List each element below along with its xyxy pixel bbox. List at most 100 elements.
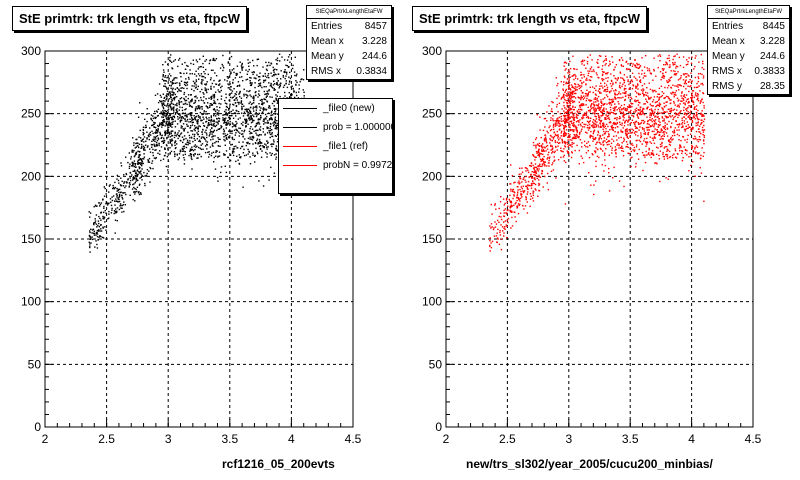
scatter-point — [213, 122, 215, 125]
scatter-point — [546, 182, 548, 184]
scatter-point — [610, 121, 612, 124]
scatter-point — [99, 217, 101, 220]
scatter-point — [200, 148, 202, 150]
scatter-point — [653, 126, 655, 128]
scatter-point — [620, 131, 622, 133]
scatter-point — [621, 77, 624, 79]
scatter-point — [152, 117, 155, 120]
scatter-point — [602, 124, 604, 127]
scatter-point — [670, 76, 673, 78]
scatter-point — [637, 123, 640, 125]
scatter-point — [276, 120, 278, 122]
scatter-point — [146, 172, 148, 175]
scatter-point — [688, 75, 690, 77]
scatter-point — [563, 96, 565, 98]
scatter-point — [174, 144, 176, 146]
scatter-point — [186, 120, 188, 122]
scatter-point — [213, 59, 215, 61]
scatter-point — [589, 136, 591, 139]
scatter-point — [213, 119, 215, 121]
scatter-point — [241, 107, 243, 109]
y-tick-label: 50 — [28, 357, 42, 371]
scatter-point — [256, 134, 258, 136]
scatter-point — [174, 140, 177, 143]
scatter-point — [259, 83, 261, 85]
scatter-point — [572, 55, 574, 57]
scatter-point — [140, 173, 142, 175]
scatter-point — [169, 152, 171, 154]
scatter-point — [662, 138, 664, 140]
scatter-point — [235, 97, 237, 100]
scatter-point — [254, 155, 256, 157]
scatter-point — [589, 134, 591, 137]
scatter-point — [243, 105, 245, 107]
scatter-point — [598, 106, 600, 108]
scatter-point — [201, 106, 203, 108]
scatter-point — [532, 167, 535, 169]
scatter-point — [528, 176, 531, 178]
scatter-point — [266, 140, 268, 142]
scatter-point — [173, 97, 175, 99]
scatter-point — [116, 187, 118, 190]
scatter-point — [653, 136, 656, 138]
scatter-point — [590, 106, 592, 108]
scatter-point — [563, 97, 565, 99]
scatter-point — [624, 132, 627, 134]
scatter-point — [164, 100, 166, 102]
scatter-point — [564, 131, 566, 134]
scatter-point — [614, 131, 616, 133]
scatter-point — [556, 149, 558, 151]
scatter-point — [541, 149, 543, 151]
scatter-point — [594, 120, 597, 123]
scatter-point — [217, 120, 219, 122]
scatter-point — [649, 136, 651, 138]
scatter-point — [230, 130, 233, 132]
scatter-point — [600, 55, 602, 57]
scatter-point — [231, 152, 234, 154]
scatter-point — [555, 120, 558, 122]
scatter-point — [580, 103, 582, 106]
scatter-point — [275, 73, 277, 76]
scatter-point — [679, 146, 681, 148]
scatter-point — [169, 113, 171, 115]
scatter-point — [606, 86, 609, 89]
scatter-point — [513, 195, 515, 197]
scatter-point — [550, 135, 552, 137]
scatter-point — [646, 116, 648, 118]
scatter-point — [579, 97, 581, 99]
scatter-point — [634, 149, 636, 151]
scatter-point — [207, 123, 209, 125]
scatter-point — [264, 117, 267, 119]
scatter-point — [202, 66, 204, 68]
scatter-point — [681, 150, 683, 152]
scatter-point — [164, 131, 166, 133]
scatter-point — [649, 114, 651, 116]
scatter-point — [643, 122, 645, 124]
scatter-point — [171, 134, 174, 137]
scatter-point — [516, 193, 519, 195]
scatter-point — [639, 122, 642, 125]
scatter-point — [184, 127, 186, 130]
scatter-point — [500, 216, 502, 218]
scatter-point — [574, 83, 576, 85]
scatter-point — [617, 97, 619, 99]
scatter-point — [625, 146, 627, 148]
scatter-point — [516, 206, 519, 209]
scatter-point — [661, 94, 664, 97]
scatter-point — [223, 119, 225, 121]
scatter-point — [168, 121, 170, 124]
scatter-point — [174, 88, 177, 90]
scatter-point — [553, 128, 555, 131]
scatter-point — [646, 123, 649, 125]
scatter-point — [228, 84, 230, 86]
scatter-point — [157, 128, 159, 130]
scatter-point — [517, 197, 520, 199]
scatter-point — [682, 95, 685, 97]
scatter-point — [596, 121, 598, 123]
scatter-point — [644, 55, 647, 57]
scatter-point — [582, 126, 584, 128]
scatter-point — [597, 62, 599, 64]
scatter-point — [511, 175, 514, 177]
scatter-point — [573, 117, 575, 119]
scatter-point — [657, 124, 660, 126]
